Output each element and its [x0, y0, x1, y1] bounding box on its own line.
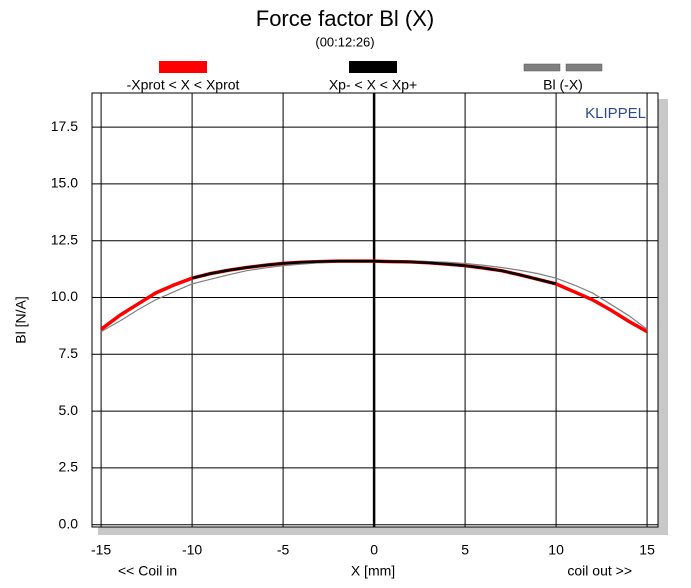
y-tick-label: 10.0	[51, 288, 78, 304]
x-tick-label: 5	[461, 542, 469, 558]
brand: KLIPPEL	[585, 105, 646, 122]
x-tick-label: 10	[548, 542, 564, 558]
legend-swatch	[523, 63, 561, 72]
annotation: << Coil in	[118, 563, 177, 579]
y-tick-label: 0.0	[59, 515, 79, 531]
y-tick-label: 5.0	[59, 402, 79, 418]
chart-title: Force factor Bl (X)	[256, 6, 434, 31]
x-tick-label: -10	[182, 542, 202, 558]
y-tick-label: 12.5	[51, 231, 78, 247]
legend-label: Xp- < X < Xp+	[329, 77, 417, 93]
legend-swatch	[565, 63, 603, 72]
x-tick-label: -5	[277, 542, 290, 558]
y-tick-label: 15.0	[51, 175, 78, 191]
chart-subtitle: (00:12:26)	[315, 34, 374, 49]
legend-swatch	[159, 61, 207, 73]
y-axis-label: Bl [N/A]	[13, 296, 29, 343]
y-tick-label: 17.5	[51, 118, 78, 134]
x-tick-label: -15	[91, 542, 111, 558]
legend-swatch	[349, 61, 397, 73]
x-tick-label: 0	[370, 542, 378, 558]
series-line	[191, 259, 557, 286]
annotation: coil out >>	[567, 563, 632, 579]
x-tick-label: 15	[639, 542, 655, 558]
legend-label: Bl (-X)	[543, 77, 583, 93]
legend-label: -Xprot < X < Xprot	[127, 77, 240, 93]
y-tick-label: 7.5	[59, 345, 79, 361]
x-axis-label: X [mm]	[351, 563, 395, 579]
y-tick-label: 2.5	[59, 459, 79, 475]
